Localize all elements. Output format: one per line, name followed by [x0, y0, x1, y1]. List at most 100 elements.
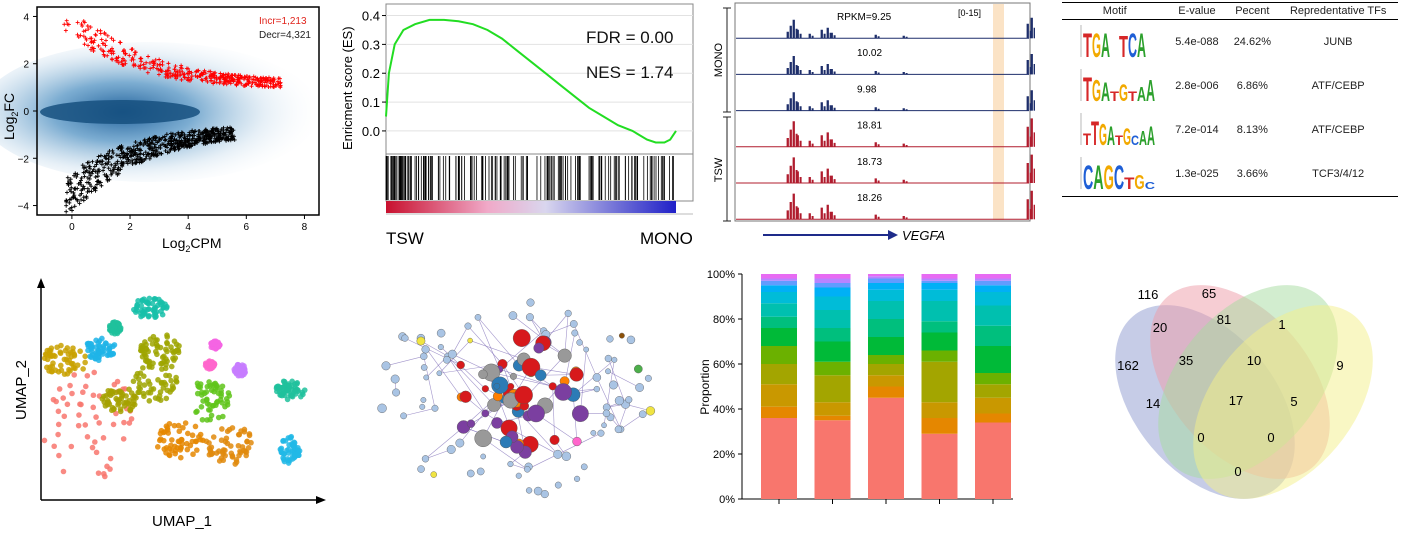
umap-cell: [99, 349, 105, 355]
umap-cell: [241, 448, 247, 454]
logo-letter: A: [1107, 120, 1115, 147]
header-motif: Motif: [1062, 3, 1167, 20]
network-node: [443, 356, 450, 363]
network-node: [646, 406, 655, 415]
network-node: [607, 336, 614, 343]
umap-cell: [143, 358, 149, 364]
bar-segment: [761, 317, 797, 328]
venn-count: 0: [1197, 430, 1204, 445]
network-node: [508, 383, 514, 389]
bar-segment: [761, 285, 797, 292]
genome-tracks: [0-15] RPKM=9.2510.029.9818.8118.7318.26…: [705, 0, 1035, 255]
network-node: [609, 381, 617, 389]
network-node: [555, 482, 561, 488]
network-node: [421, 397, 426, 402]
network-node: [528, 405, 545, 422]
logo-letter: C: [1083, 159, 1093, 191]
umap-cell: [207, 446, 213, 452]
umap-cell: [85, 434, 91, 440]
bar-segment: [868, 274, 904, 276]
network-node: [584, 347, 589, 352]
bar-segment: [922, 281, 958, 283]
network-node: [577, 340, 583, 346]
bar-segment: [815, 342, 851, 362]
umap-cell: [278, 448, 284, 454]
down-point: [79, 178, 83, 182]
rpkm-label: RPKM=9.25: [837, 12, 892, 23]
up-point: [80, 24, 84, 28]
umap-cell: [93, 414, 99, 420]
umap-cell: [42, 438, 48, 444]
network-node: [603, 410, 610, 417]
network-node: [513, 329, 530, 346]
umap-cell: [86, 341, 92, 347]
tf-cell: TCF3/4/12: [1278, 152, 1398, 197]
umap-cell: [76, 412, 82, 418]
bar-segment: [761, 328, 797, 346]
evalue-cell: 7.2e-014: [1167, 108, 1226, 152]
umap-cell: [113, 390, 119, 396]
bar-segment: [975, 281, 1011, 286]
network-node: [572, 330, 578, 336]
logo-letter: T: [1083, 71, 1092, 103]
network-node: [605, 355, 612, 362]
umap-cell: [158, 361, 164, 367]
umap-cell: [108, 456, 114, 462]
network-node: [420, 353, 427, 360]
header-tfs: Repredentative TFs: [1278, 3, 1398, 20]
umap-cell: [111, 407, 117, 413]
umap-cell: [51, 397, 57, 403]
hit-frame: [386, 154, 693, 201]
umap-cell: [111, 422, 117, 428]
network-node: [465, 323, 472, 330]
umap-cell: [179, 437, 185, 443]
network-edge: [478, 317, 500, 369]
network-node: [438, 344, 444, 350]
bar-segment: [922, 321, 958, 332]
network-node: [634, 365, 642, 373]
header-percent: Pecent: [1226, 3, 1278, 20]
down-point: [90, 190, 94, 194]
umap-cell: [69, 354, 75, 360]
umap-cell: [69, 444, 75, 450]
tf-cell: ATF/CEBP: [1278, 64, 1398, 108]
umap-cell: [220, 414, 226, 420]
y-tick-label: −4: [18, 202, 30, 213]
umap-cell: [279, 389, 285, 395]
umap-cell: [139, 343, 145, 349]
rank-gradient-bar: [386, 201, 676, 213]
umap-cell: [168, 378, 174, 384]
umap-cell: [141, 373, 147, 379]
bar-segment: [868, 337, 904, 355]
network-node: [535, 370, 546, 381]
umap-cell: [164, 334, 170, 340]
x-tick-label: 0: [69, 222, 75, 233]
umap-cell: [291, 444, 297, 450]
y-tick-label: 100%: [707, 269, 735, 281]
umap-cell: [154, 352, 160, 358]
up-point: [83, 42, 87, 46]
up-point: [93, 33, 97, 37]
network-node: [417, 337, 425, 345]
umap-cell: [53, 367, 59, 373]
network-node: [456, 439, 464, 447]
umap-cell: [162, 301, 168, 307]
umap-cell: [92, 356, 98, 362]
umap-cell: [94, 450, 100, 456]
umap-cell: [90, 445, 96, 451]
umap-cell: [120, 392, 126, 398]
logo-letter: T: [1083, 27, 1092, 59]
motif-table-header: Motif E-value Pecent Repredentative TFs: [1062, 3, 1398, 20]
bar-segment: [922, 279, 958, 281]
umap-cell: [118, 409, 124, 415]
network-node: [639, 411, 646, 418]
y-tick-label: 0.4: [362, 9, 380, 24]
bar-segment: [975, 285, 1011, 292]
bar-segment: [975, 414, 1011, 423]
venn-count: 116: [1138, 287, 1159, 302]
